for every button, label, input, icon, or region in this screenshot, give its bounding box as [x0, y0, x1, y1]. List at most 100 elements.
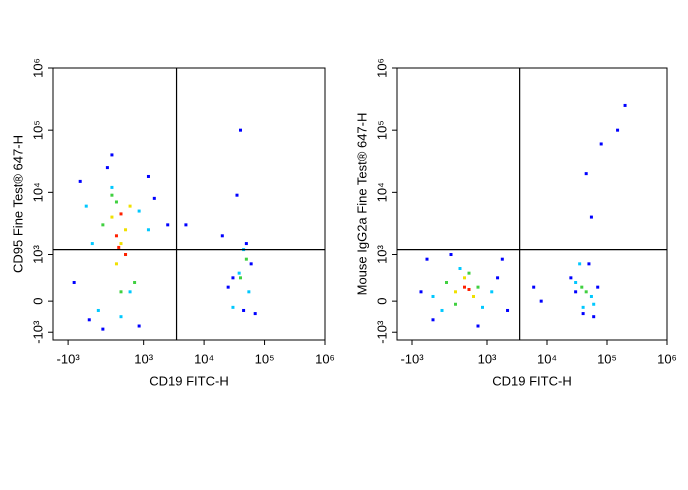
- x-tick-label: 10⁶: [315, 351, 335, 366]
- point: [114, 200, 118, 204]
- point: [476, 324, 480, 328]
- point: [119, 315, 123, 319]
- point: [184, 223, 188, 227]
- point: [239, 128, 243, 132]
- point: [592, 315, 596, 319]
- x-tick-label: 10⁵: [597, 351, 617, 366]
- point: [119, 212, 123, 216]
- point: [242, 308, 246, 312]
- point: [616, 128, 620, 132]
- point: [596, 285, 600, 289]
- point: [226, 285, 230, 289]
- point: [580, 285, 584, 289]
- point: [481, 305, 484, 309]
- point: [578, 262, 582, 266]
- y-tick-label: -10³: [30, 320, 45, 344]
- point: [137, 209, 141, 213]
- point: [137, 324, 141, 328]
- point: [476, 285, 480, 289]
- point: [220, 234, 224, 238]
- y-tick-label: 10⁴: [374, 182, 389, 202]
- point: [467, 287, 471, 291]
- y-tick-label: 10⁵: [30, 120, 45, 140]
- point: [581, 305, 585, 309]
- point: [244, 257, 248, 261]
- point: [101, 223, 105, 227]
- point: [72, 280, 76, 284]
- point: [253, 312, 257, 316]
- point: [463, 276, 466, 280]
- point: [101, 327, 105, 331]
- point: [146, 174, 150, 178]
- y-tick-label: 10⁵: [374, 120, 389, 140]
- point: [592, 302, 596, 306]
- point: [124, 253, 128, 257]
- point: [124, 228, 128, 232]
- point: [110, 153, 114, 157]
- x-tick-label: 10⁴: [537, 351, 557, 366]
- y-tick-label: 0: [374, 298, 389, 305]
- point: [589, 294, 593, 298]
- point: [249, 262, 253, 266]
- point: [119, 290, 123, 294]
- point: [425, 257, 429, 261]
- point: [166, 223, 170, 227]
- point: [244, 242, 248, 246]
- point: [496, 276, 500, 280]
- point: [440, 308, 444, 312]
- point: [237, 271, 241, 275]
- point: [419, 290, 423, 294]
- point: [128, 204, 132, 208]
- point: [119, 242, 123, 246]
- point: [581, 312, 585, 316]
- y-axis-label: Mouse IgG2a Fine Test® 647-H: [354, 113, 369, 296]
- point: [532, 285, 536, 289]
- point: [87, 318, 91, 322]
- point: [431, 294, 435, 298]
- x-tick-label: -10³: [57, 351, 81, 366]
- y-tick-label: 10³: [374, 244, 389, 263]
- x-axis-label: CD19 FITC-H: [492, 373, 571, 388]
- y-tick-label: 10⁴: [30, 182, 45, 202]
- point: [110, 193, 114, 197]
- point: [110, 185, 114, 189]
- point: [584, 172, 588, 176]
- point: [449, 253, 453, 257]
- y-tick-label: 10⁶: [374, 58, 389, 78]
- x-tick-label: 10³: [134, 351, 153, 366]
- y-tick-label: -10³: [374, 320, 389, 344]
- point: [105, 166, 109, 170]
- point: [623, 103, 627, 107]
- x-tick-label: 10⁴: [194, 351, 214, 366]
- x-tick-label: 10⁵: [255, 351, 275, 366]
- point: [247, 290, 251, 294]
- x-tick-label: -10³: [400, 351, 424, 366]
- point: [114, 234, 118, 238]
- point: [152, 196, 156, 200]
- point: [467, 271, 471, 275]
- point: [90, 242, 94, 246]
- plot-frame: [396, 67, 668, 341]
- point: [117, 245, 121, 249]
- point: [128, 290, 132, 294]
- point: [114, 262, 118, 266]
- point: [431, 318, 435, 322]
- point: [569, 276, 573, 280]
- point: [584, 290, 588, 294]
- y-axis-label: CD95 Fine Test® 647-H: [10, 135, 25, 273]
- y-tick-label: 10⁶: [30, 58, 45, 78]
- point: [96, 308, 100, 312]
- point: [445, 280, 448, 284]
- point: [539, 299, 543, 303]
- point: [500, 257, 504, 261]
- point: [454, 302, 457, 306]
- point: [574, 290, 578, 294]
- point: [454, 290, 457, 294]
- point: [78, 179, 82, 183]
- point: [587, 262, 591, 266]
- point: [235, 193, 239, 197]
- plot-frame: [52, 67, 326, 341]
- x-axis-label: CD19 FITC-H: [149, 373, 228, 388]
- y-tick-label: 10³: [30, 244, 45, 263]
